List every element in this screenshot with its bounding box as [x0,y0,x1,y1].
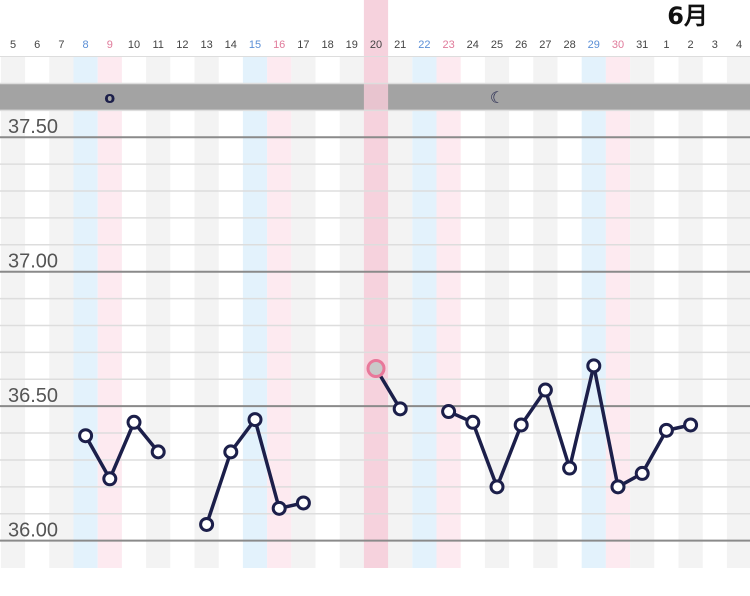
series-segment [253,417,281,511]
day-label: 11 [152,39,163,51]
day-label: 13 [200,39,212,51]
day-label: 30 [612,39,624,51]
day-band-17 [291,56,316,568]
day-band-13 [194,56,219,568]
day-band-23 [436,56,461,568]
day-label: 2 [688,39,694,51]
data-point [537,382,553,398]
day-band-7 [49,56,74,568]
data-point [586,358,602,374]
cycle-markers: o ☾ [104,88,504,107]
day-band-9 [97,56,122,568]
data-point [102,471,118,487]
day-label: 22 [418,39,430,51]
highlight-band [363,0,389,568]
day-label: 15 [249,39,261,51]
data-point [513,417,529,433]
day-label: 12 [176,39,188,51]
day-band-8 [73,56,98,568]
day-label: 29 [588,39,600,51]
day-label: 8 [83,39,89,51]
day-band-11 [146,56,171,568]
data-point [247,412,263,428]
day-label: 5 [10,39,16,51]
day-label: 26 [515,39,527,51]
day-column-bands [0,56,750,568]
temperature-series-points [78,358,699,532]
data-point [126,414,142,430]
day-label: 1 [663,39,669,51]
day-label: 25 [491,39,503,51]
day-label: 6 [34,39,40,51]
day-label: 28 [563,39,575,51]
day-label: 17 [297,39,309,51]
series-segment [471,420,499,489]
day-label: 7 [58,39,64,51]
data-point [150,444,166,460]
day-label: 19 [346,39,358,51]
data-point [271,500,287,516]
day-band-27 [533,56,558,568]
day-band-2 [678,56,703,568]
day-label: 16 [273,39,285,51]
data-point [610,479,626,495]
highlight-day-band [363,0,389,568]
y-tick-label: 37.50 [8,116,58,138]
series-segment [592,364,620,489]
y-tick-label: 37.00 [8,251,58,273]
data-point [199,516,215,532]
data-point [295,495,311,511]
day-band-15 [242,56,268,568]
data-point [658,422,674,438]
data-point [562,460,578,476]
month-label: 6月 [667,2,708,30]
series-segment [543,388,572,470]
day-band-19 [339,56,364,568]
day-band-31 [630,56,655,568]
day-label: 24 [467,39,479,51]
ovulation-o-icon: o [104,88,115,107]
day-band-29 [581,56,606,568]
y-tick-label: 36.50 [8,385,58,407]
day-label: 23 [442,39,454,51]
day-label: 10 [128,39,140,51]
data-point [634,465,650,481]
day-band-22 [412,56,437,568]
day-band-5 [0,56,26,568]
day-label: 27 [539,39,551,51]
series-segment [640,428,669,476]
data-point [223,444,239,460]
series-segment [204,450,233,527]
day-label: 20 [370,39,382,51]
day-label: 4 [736,39,742,51]
x-axis-day-labels: 5 6 7 8 9 10 11 12 13 14 15 16 17 18 19 20 21 22 23 24 25 26 2… [10,39,742,51]
day-label: 31 [636,39,648,51]
series-segment [108,420,136,481]
y-tick-label: 36.00 [8,520,58,542]
series-segment [495,423,523,489]
day-label: 21 [394,39,406,51]
day-label: 9 [107,39,113,51]
horizontal-grid [0,56,750,542]
series-segment [83,433,112,481]
data-point [465,414,481,430]
data-point [78,428,94,444]
day-label: 14 [225,39,237,51]
day-label: 18 [321,39,333,51]
day-label: 3 [712,39,718,51]
moon-icon: ☾ [490,88,504,107]
data-point [683,417,699,433]
y-axis-tick-labels: 36.00 36.50 37.00 37.50 [8,116,58,541]
day-band-21 [388,56,413,568]
data-point [489,479,505,495]
data-point [441,404,457,420]
highlighted-data-point [366,359,386,379]
series-segment [567,364,596,470]
day-band-16 [267,56,292,568]
data-point [392,401,408,417]
day-band-4 [726,56,750,568]
